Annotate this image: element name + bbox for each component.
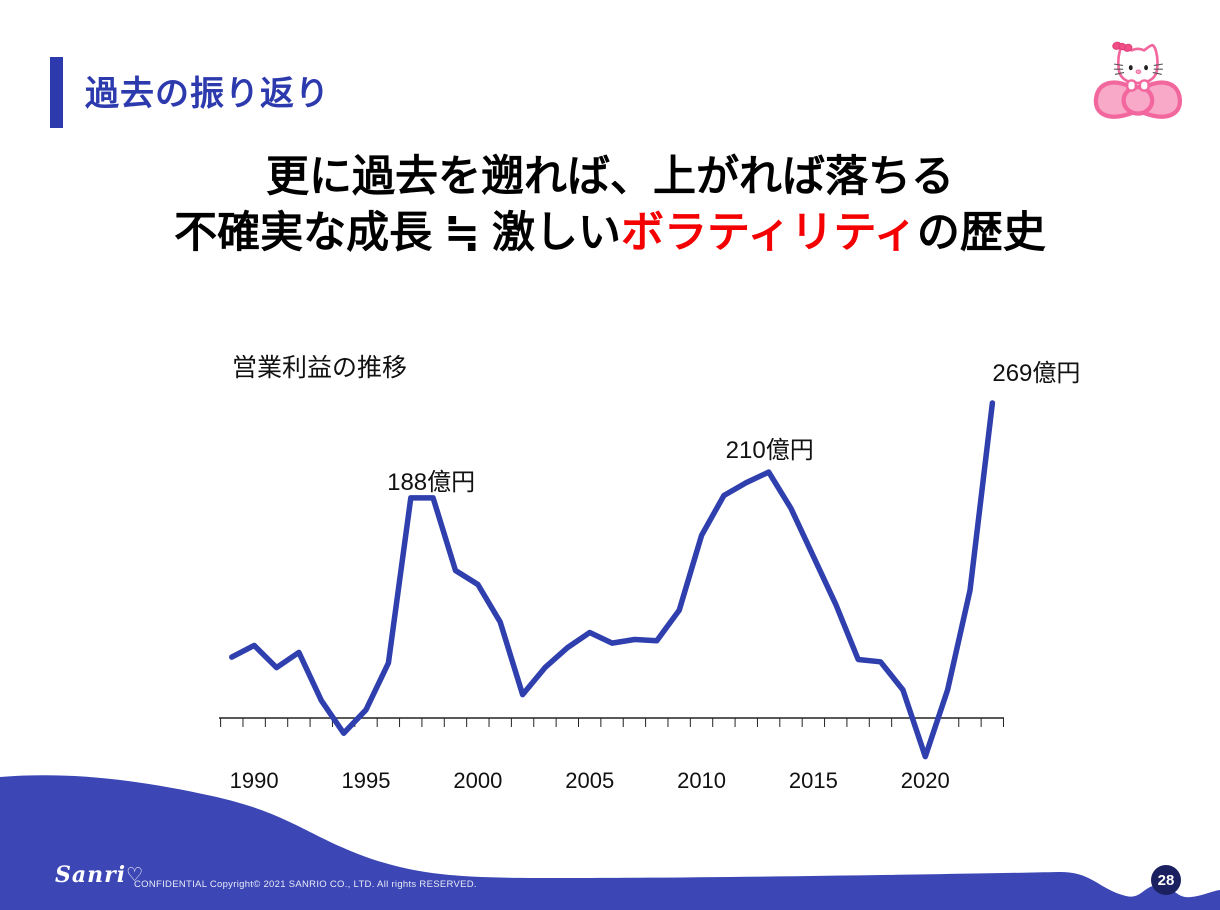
chart-title: 営業利益の推移: [232, 354, 408, 382]
kitty-hair-bow-icon: [1112, 41, 1133, 52]
headline-line1: 更に過去を遡れば、上がれば落ちる: [266, 153, 954, 201]
data-label-210: 210億円: [725, 437, 814, 465]
x-tick-label: 2015: [788, 768, 838, 793]
heart-icon: ♡: [126, 864, 145, 886]
sanrio-logo: Sanri♡: [55, 862, 144, 888]
headline: 更に過去を遡れば、上がれば落ちる 不確実な成長 ≒ 激しいボラティリティの歴史: [0, 150, 1220, 262]
headline-line2-prefix: 不確実な成長 ≒ 激しい: [174, 208, 622, 257]
x-tick-label: 1990: [229, 768, 279, 793]
header-accent-bar: [50, 57, 63, 128]
x-tick-label: 2010: [677, 768, 727, 793]
page-title: 過去の振り返り: [85, 75, 330, 113]
data-label-269: 269億円: [992, 360, 1081, 387]
headline-volatility-highlight: ボラティリティ: [621, 208, 917, 257]
x-tick-label: 2020: [900, 768, 950, 793]
x-tick-label: 2005: [565, 768, 615, 793]
bow-icon: [1093, 80, 1182, 119]
x-tick-label: 1995: [341, 768, 391, 793]
operating-profit-line: [229, 400, 996, 760]
headline-line2-suffix: の歴史: [916, 208, 1046, 257]
x-tick-label: 2000: [453, 768, 503, 793]
kitty-head: [1116, 43, 1159, 85]
data-label-188: 188億円: [387, 468, 476, 496]
confidential-text: CONFIDENTIAL Copyright© 2021 SANRIO CO.,…: [134, 879, 477, 890]
sanrio-logo-text: Sanri: [55, 862, 127, 888]
kitty-paws: [1125, 79, 1150, 92]
page-number-badge: 28: [1151, 865, 1181, 895]
kitty-face: [1113, 63, 1163, 75]
headline-line2: 不確実な成長 ≒ 激しいボラティリティの歴史: [0, 206, 1220, 262]
hello-kitty-bow-logo: [1093, 41, 1182, 119]
